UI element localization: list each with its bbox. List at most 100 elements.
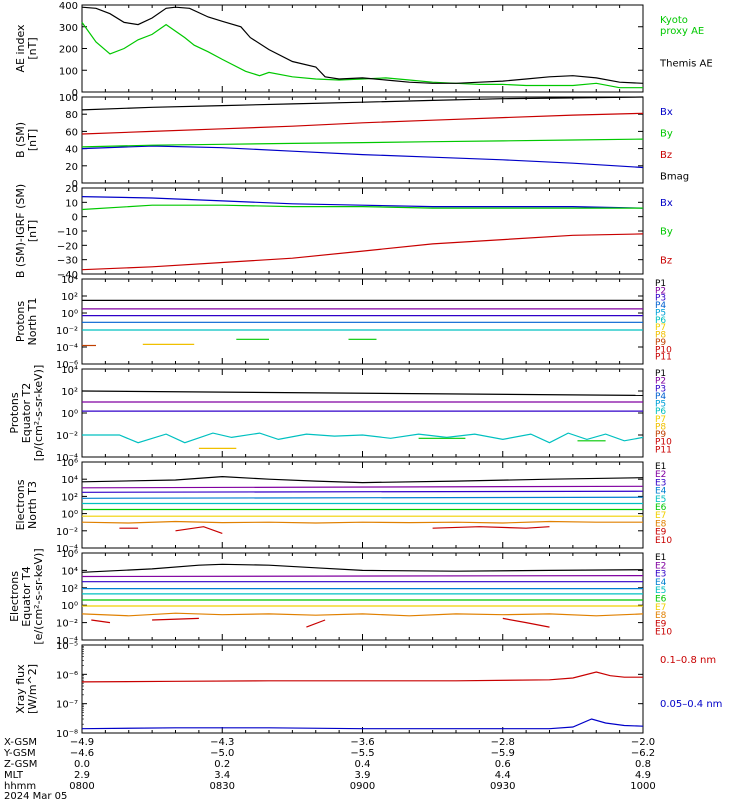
legend-entry: E5 — [655, 586, 666, 596]
x-axis-tick-value: 0.4 — [355, 759, 371, 770]
y-tick-label: 10⁰ — [61, 409, 78, 420]
panel-frame — [81, 278, 644, 365]
legend-entry: Kyoto — [660, 15, 688, 26]
legend-entry: P9 — [655, 430, 666, 440]
y-tick-label: 10⁴ — [61, 365, 78, 376]
panel-frame — [81, 187, 644, 275]
series-line-e2 — [81, 485, 644, 489]
x-axis-tick-value: −2.8 — [491, 737, 515, 748]
legend-entry: E7 — [655, 603, 666, 613]
date-label: 2024 Mar 05 — [4, 791, 67, 800]
legend-entry: E8 — [655, 519, 667, 529]
series-line-p1 — [81, 390, 644, 396]
legend-entry: Themis AE — [659, 59, 713, 70]
legend-entry: P7 — [655, 323, 666, 333]
legend-entry: P3 — [655, 294, 666, 304]
legend-entry: P10 — [655, 345, 672, 355]
legend-entry: E4 — [655, 578, 667, 588]
legend-entry: E5 — [655, 495, 666, 505]
y-axis-label: B (SM)-IGRF (SM)[nT] — [14, 184, 39, 278]
y-axis-label: ElectronsNorth T3 — [14, 479, 39, 530]
legend-entry: E3 — [655, 478, 666, 488]
x-axis-tick-value: 4.9 — [635, 770, 651, 781]
series-line-0-05-0-4-nm — [81, 718, 644, 730]
legend-entry: 0.1–0.8 nm — [660, 655, 716, 666]
legend-entry: P8 — [655, 422, 666, 432]
y-tick-label: 100 — [59, 93, 78, 104]
legend-entry: E3 — [655, 570, 666, 580]
y-tick-label: −20 — [57, 241, 78, 252]
legend-entry: E6 — [655, 595, 667, 605]
x-axis-tick-value: 4.4 — [495, 770, 511, 781]
legend-entry: 0.05–0.4 nm — [660, 699, 722, 710]
series-line-e8 — [81, 520, 643, 524]
series-line-bx — [81, 145, 644, 169]
legend-entry: P7 — [655, 415, 666, 425]
legend-entry: P1 — [655, 369, 666, 379]
legend-entry: P3 — [655, 384, 666, 394]
panel-frame — [81, 552, 644, 641]
y-tick-label: −40 — [57, 270, 78, 281]
y-tick-label: 80 — [65, 110, 78, 121]
x-axis-tick-value: 0.8 — [635, 759, 651, 770]
legend-entry: E4 — [655, 487, 667, 497]
legend-entry: Bx — [660, 107, 673, 118]
x-axis-tick-value: −5.5 — [350, 748, 374, 759]
x-axis-tick-value: 0.6 — [495, 759, 511, 770]
legend-entry: E9 — [655, 619, 667, 629]
series-line-e2 — [81, 574, 644, 578]
panel-frame — [81, 644, 644, 734]
series-line-e9c — [306, 619, 326, 628]
legend-entry: proxy AE — [660, 26, 704, 37]
legend-entry: E6 — [655, 503, 667, 513]
x-axis-row-label: hhmm — [4, 781, 36, 792]
series-line-e1 — [81, 475, 644, 484]
y-tick-label: 40 — [65, 145, 78, 156]
x-axis-tick-value: −5.0 — [210, 748, 234, 759]
y-tick-label: 10⁻⁴ — [56, 343, 78, 354]
y-tick-label: 400 — [59, 1, 78, 12]
legend-entry: P4 — [655, 392, 666, 402]
y-tick-label: 10² — [61, 387, 78, 398]
legend-entry: By — [660, 129, 673, 140]
y-tick-label: 10⁻⁴ — [56, 636, 78, 647]
y-tick-label: 10⁻² — [56, 431, 78, 442]
legend-entry: Bx — [660, 198, 673, 209]
legend-entry: P10 — [655, 438, 672, 448]
series-line-themis-ae — [81, 6, 644, 84]
y-tick-label: 60 — [65, 127, 78, 138]
series-line-kyoto-proxy-ae — [81, 22, 643, 89]
y-tick-label: 10⁻² — [56, 326, 78, 337]
y-axis-label: ProtonsEquator T2[p/(cm²-s-sr-keV)] — [8, 365, 45, 462]
panel-frame — [81, 461, 644, 549]
y-tick-label: 10⁻⁴ — [56, 453, 78, 464]
y-tick-label: 100 — [59, 66, 78, 77]
y-tick-label: 20 — [65, 184, 78, 195]
legend-entry: P11 — [655, 353, 672, 363]
y-tick-label: −10 — [57, 227, 78, 238]
y-tick-label: 10⁻⁵ — [56, 641, 78, 652]
y-tick-label: 10² — [61, 292, 78, 303]
y-axis-label: B (SM)[nT] — [14, 122, 39, 158]
y-tick-label: 10⁰ — [61, 601, 78, 612]
y-tick-label: −30 — [57, 256, 78, 267]
legend-entry: E1 — [655, 553, 666, 563]
legend-entry: P5 — [655, 308, 666, 318]
y-tick-label: 300 — [59, 23, 78, 34]
y-tick-label: 10⁶ — [61, 458, 78, 469]
x-axis-tick-value: 0.2 — [214, 759, 230, 770]
series-line-e3 — [81, 490, 644, 493]
legend-entry: By — [660, 227, 673, 238]
legend-entry: P5 — [655, 400, 666, 410]
legend-entry: E2 — [655, 561, 666, 571]
x-axis-tick-value: 0830 — [210, 781, 235, 792]
legend-entry: E7 — [655, 511, 666, 521]
legend-entry: Bz — [660, 150, 672, 161]
y-tick-label: 10² — [61, 492, 78, 503]
x-axis-tick-value: 0900 — [350, 781, 375, 792]
y-tick-label: 10⁻⁶ — [56, 670, 78, 681]
y-tick-label: 10² — [61, 584, 78, 595]
x-axis-tick-value: −5.9 — [491, 748, 515, 759]
legend-entry: E1 — [655, 462, 666, 472]
